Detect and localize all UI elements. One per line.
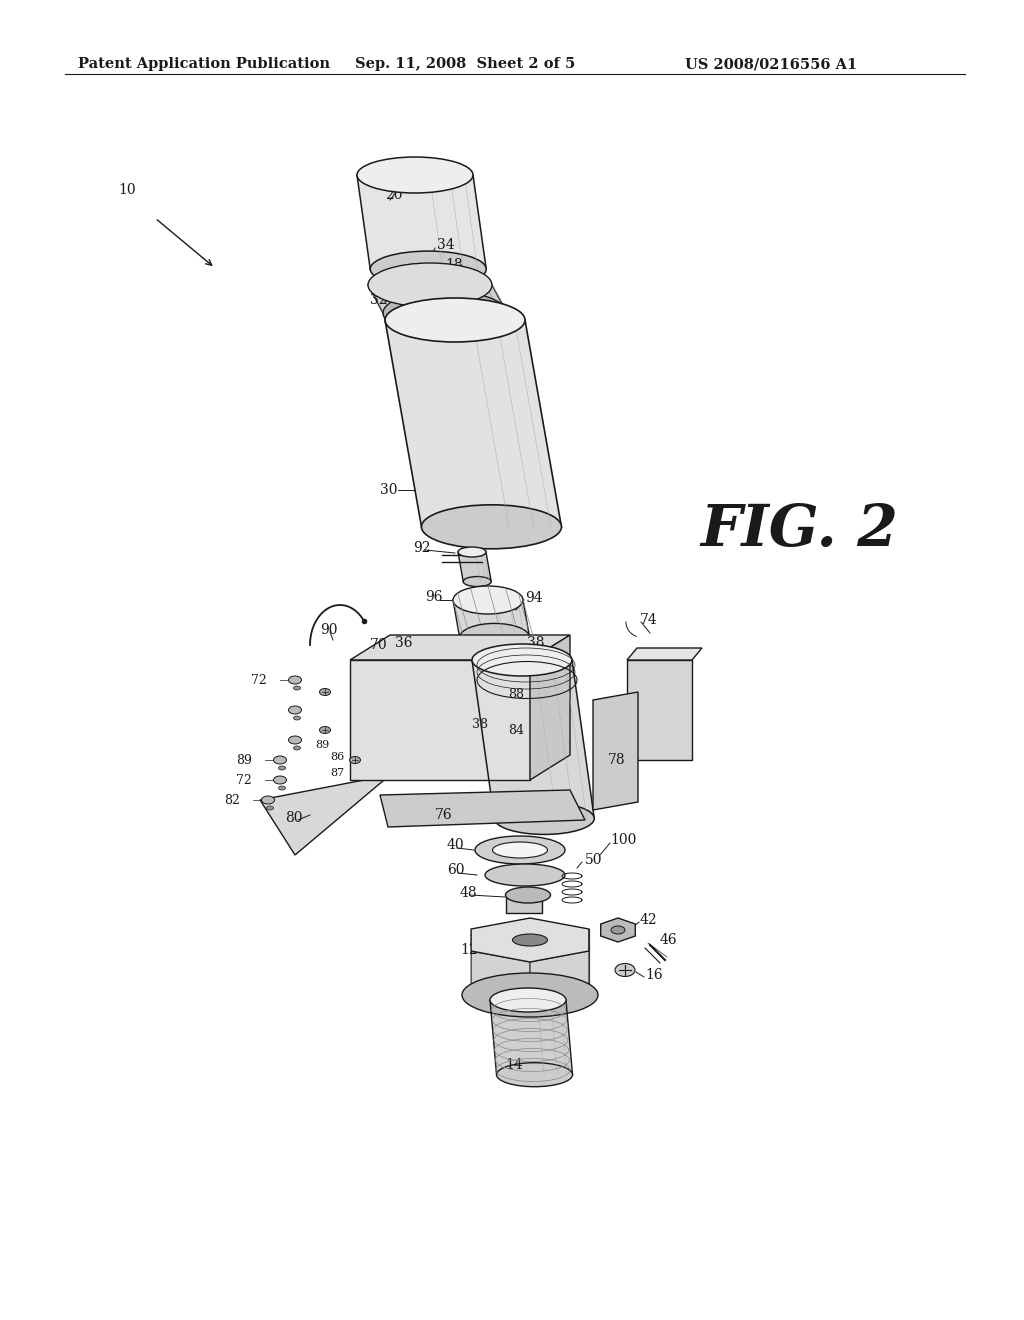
Text: 18: 18 (445, 257, 463, 272)
Ellipse shape (294, 746, 300, 750)
Polygon shape (458, 552, 492, 586)
Ellipse shape (462, 973, 598, 1016)
Text: FIG. 2: FIG. 2 (700, 502, 898, 558)
Ellipse shape (611, 927, 625, 935)
Text: 20: 20 (385, 187, 402, 202)
Ellipse shape (289, 676, 301, 684)
Ellipse shape (294, 715, 300, 719)
Text: 34: 34 (437, 238, 455, 252)
Ellipse shape (493, 842, 548, 858)
Polygon shape (627, 648, 702, 660)
Text: 42: 42 (640, 913, 657, 927)
Text: 40: 40 (447, 838, 465, 851)
Ellipse shape (368, 263, 492, 308)
Text: 74: 74 (640, 612, 657, 627)
Ellipse shape (422, 504, 561, 549)
Polygon shape (530, 635, 570, 780)
Text: 38: 38 (472, 718, 488, 730)
Ellipse shape (463, 577, 492, 586)
Ellipse shape (615, 964, 635, 977)
Ellipse shape (490, 987, 566, 1012)
Text: 92: 92 (413, 541, 430, 554)
Polygon shape (490, 1001, 572, 1086)
Text: 46: 46 (660, 933, 678, 946)
Polygon shape (350, 635, 570, 660)
Text: 87: 87 (330, 768, 344, 777)
Ellipse shape (294, 686, 300, 690)
Ellipse shape (273, 756, 287, 764)
Text: Sep. 11, 2008  Sheet 2 of 5: Sep. 11, 2008 Sheet 2 of 5 (355, 57, 575, 71)
Text: 36: 36 (395, 636, 413, 649)
Polygon shape (260, 775, 390, 855)
Text: 100: 100 (610, 833, 636, 847)
Ellipse shape (273, 776, 287, 784)
Ellipse shape (512, 935, 548, 946)
Text: 89: 89 (237, 754, 252, 767)
Ellipse shape (266, 807, 273, 810)
Ellipse shape (497, 1063, 572, 1086)
Ellipse shape (458, 546, 486, 557)
Text: 90: 90 (319, 623, 338, 638)
Polygon shape (506, 895, 542, 913)
Text: 38: 38 (527, 636, 545, 649)
Ellipse shape (460, 623, 529, 652)
Text: 50: 50 (585, 853, 602, 867)
Text: 88: 88 (508, 689, 524, 701)
Ellipse shape (289, 737, 301, 744)
Ellipse shape (279, 785, 286, 789)
Text: 48: 48 (460, 886, 477, 900)
Polygon shape (357, 176, 486, 286)
Text: 70: 70 (370, 638, 388, 652)
Polygon shape (471, 917, 589, 962)
Polygon shape (471, 950, 530, 995)
Text: 86: 86 (330, 752, 344, 762)
Text: 84: 84 (508, 723, 524, 737)
Polygon shape (472, 660, 594, 834)
Polygon shape (350, 660, 530, 780)
Polygon shape (385, 319, 561, 549)
Text: 32: 32 (370, 293, 387, 308)
Text: 44: 44 (470, 928, 487, 942)
Text: 60: 60 (447, 863, 465, 876)
Ellipse shape (472, 644, 572, 676)
Text: Patent Application Publication: Patent Application Publication (78, 57, 330, 71)
Ellipse shape (385, 298, 525, 342)
Text: 30: 30 (380, 483, 397, 498)
Text: 78: 78 (608, 752, 626, 767)
Polygon shape (380, 789, 585, 828)
Ellipse shape (495, 803, 594, 834)
Text: 80: 80 (285, 810, 302, 825)
Text: 76: 76 (435, 808, 453, 822)
Text: 96: 96 (425, 590, 442, 605)
Ellipse shape (279, 766, 286, 770)
Polygon shape (368, 285, 507, 313)
Polygon shape (530, 950, 589, 995)
Polygon shape (593, 692, 638, 810)
Text: 89: 89 (315, 741, 330, 750)
Ellipse shape (475, 836, 565, 865)
Text: 72: 72 (237, 774, 252, 787)
Text: 82: 82 (224, 793, 240, 807)
Text: 10: 10 (118, 183, 135, 197)
Text: 16: 16 (645, 968, 663, 982)
Ellipse shape (261, 796, 274, 804)
Ellipse shape (357, 157, 473, 193)
Text: 12: 12 (460, 942, 477, 957)
Text: 72: 72 (251, 673, 267, 686)
Text: US 2008/0216556 A1: US 2008/0216556 A1 (685, 57, 857, 71)
Polygon shape (627, 660, 692, 760)
Ellipse shape (485, 865, 565, 886)
Ellipse shape (289, 706, 301, 714)
Ellipse shape (383, 290, 507, 335)
Ellipse shape (453, 586, 523, 614)
Text: 94: 94 (525, 591, 543, 605)
Ellipse shape (319, 689, 331, 696)
Ellipse shape (319, 726, 331, 734)
Ellipse shape (349, 756, 360, 763)
Ellipse shape (371, 251, 486, 286)
Polygon shape (601, 917, 635, 942)
Text: 14: 14 (505, 1059, 522, 1072)
Polygon shape (453, 601, 529, 652)
Ellipse shape (506, 887, 551, 903)
